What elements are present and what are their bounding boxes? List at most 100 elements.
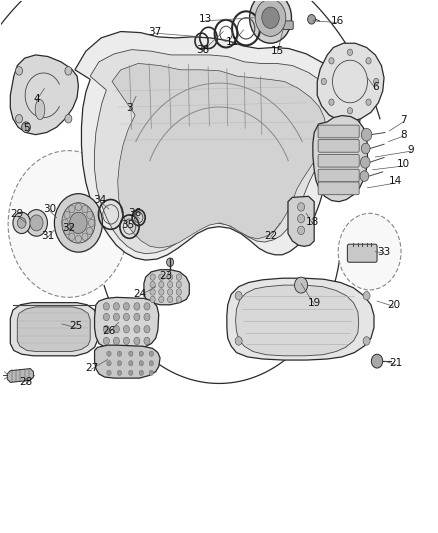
Circle shape: [329, 58, 334, 64]
Circle shape: [144, 313, 150, 321]
Circle shape: [62, 203, 95, 243]
Text: 10: 10: [397, 159, 410, 169]
Polygon shape: [317, 43, 384, 122]
Circle shape: [21, 122, 30, 133]
Circle shape: [124, 303, 130, 310]
Text: 19: 19: [307, 297, 321, 308]
Circle shape: [134, 337, 140, 345]
Circle shape: [129, 370, 133, 375]
Circle shape: [361, 128, 372, 141]
Circle shape: [329, 99, 334, 106]
Circle shape: [113, 303, 120, 310]
Circle shape: [103, 303, 110, 310]
Circle shape: [255, 0, 286, 36]
Text: 14: 14: [389, 176, 403, 187]
Circle shape: [103, 337, 110, 345]
Circle shape: [159, 296, 164, 303]
Text: 30: 30: [43, 204, 56, 214]
FancyBboxPatch shape: [283, 21, 293, 29]
Circle shape: [366, 99, 371, 106]
Circle shape: [360, 157, 370, 168]
Text: 29: 29: [11, 209, 24, 220]
Text: 32: 32: [62, 223, 75, 233]
FancyBboxPatch shape: [318, 182, 359, 195]
Polygon shape: [227, 278, 374, 360]
Text: 25: 25: [69, 321, 82, 331]
Circle shape: [103, 326, 110, 333]
Circle shape: [113, 337, 120, 345]
Text: 6: 6: [372, 82, 378, 92]
Circle shape: [150, 274, 155, 280]
Circle shape: [65, 67, 72, 75]
Circle shape: [87, 227, 93, 235]
Polygon shape: [288, 196, 314, 246]
Circle shape: [139, 351, 144, 357]
Text: 36: 36: [128, 208, 142, 219]
Circle shape: [176, 281, 181, 288]
Circle shape: [144, 303, 150, 310]
Circle shape: [176, 274, 181, 280]
Text: 38: 38: [196, 45, 209, 54]
Text: 16: 16: [331, 16, 344, 26]
Circle shape: [360, 171, 369, 181]
Circle shape: [65, 115, 72, 123]
Circle shape: [347, 108, 353, 114]
Circle shape: [62, 219, 68, 227]
Circle shape: [250, 0, 291, 43]
Circle shape: [134, 326, 140, 333]
Text: 28: 28: [19, 377, 33, 387]
Circle shape: [64, 211, 70, 219]
Circle shape: [363, 292, 370, 300]
Circle shape: [107, 361, 111, 366]
Circle shape: [15, 67, 22, 75]
Circle shape: [124, 337, 130, 345]
Circle shape: [149, 361, 153, 366]
Circle shape: [144, 337, 150, 345]
Polygon shape: [112, 63, 326, 248]
Text: 15: 15: [271, 46, 284, 55]
Text: 18: 18: [306, 217, 319, 228]
Circle shape: [139, 370, 144, 375]
Circle shape: [64, 227, 70, 235]
Circle shape: [150, 296, 155, 303]
Circle shape: [107, 351, 111, 357]
Text: 27: 27: [85, 362, 98, 373]
Circle shape: [87, 211, 93, 219]
Circle shape: [176, 289, 181, 295]
Circle shape: [129, 361, 133, 366]
Text: 8: 8: [400, 130, 406, 140]
Circle shape: [235, 337, 242, 345]
Polygon shape: [7, 368, 33, 382]
Circle shape: [15, 115, 22, 123]
Circle shape: [69, 205, 75, 213]
Text: 9: 9: [408, 144, 414, 155]
Circle shape: [159, 281, 164, 288]
Text: 37: 37: [148, 27, 161, 37]
Circle shape: [363, 337, 370, 345]
Circle shape: [366, 58, 371, 64]
Circle shape: [13, 212, 30, 233]
Circle shape: [113, 326, 120, 333]
Polygon shape: [90, 50, 343, 254]
Circle shape: [54, 193, 102, 252]
Text: 3: 3: [126, 103, 133, 113]
Text: 35: 35: [122, 220, 135, 230]
Circle shape: [347, 49, 353, 55]
Polygon shape: [236, 285, 359, 356]
Text: 22: 22: [264, 231, 277, 241]
Text: 5: 5: [23, 123, 29, 133]
Circle shape: [167, 296, 173, 303]
Circle shape: [371, 354, 383, 368]
Circle shape: [159, 274, 164, 280]
FancyBboxPatch shape: [318, 125, 359, 138]
Ellipse shape: [35, 100, 45, 120]
Circle shape: [117, 351, 122, 357]
Circle shape: [117, 361, 122, 366]
Circle shape: [30, 215, 43, 231]
Text: 21: 21: [390, 358, 403, 368]
Circle shape: [107, 370, 111, 375]
Text: 34: 34: [94, 195, 107, 205]
FancyBboxPatch shape: [347, 244, 377, 262]
Circle shape: [82, 205, 88, 213]
Text: 26: 26: [102, 326, 116, 336]
